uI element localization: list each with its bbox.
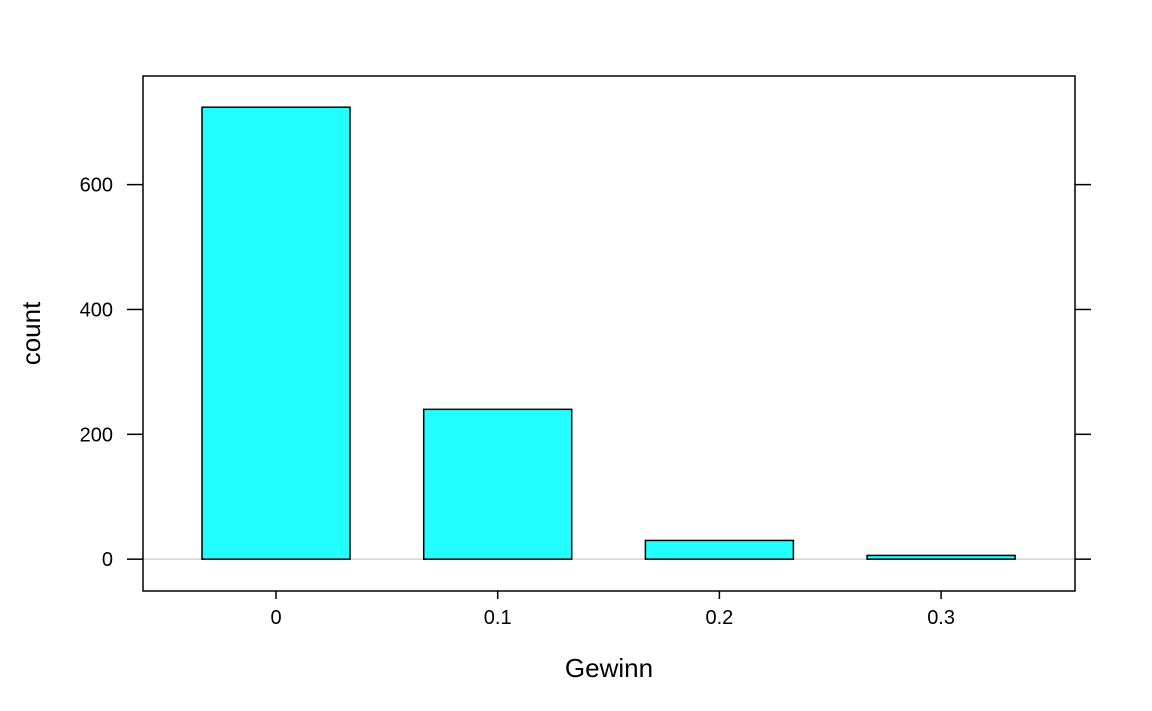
bar-0.2 xyxy=(644,539,795,560)
bar-0 xyxy=(201,106,351,560)
x-tick-label: 0.2 xyxy=(705,607,733,629)
plot-frame xyxy=(142,75,1076,592)
x-tick-label: 0 xyxy=(270,607,281,629)
y-tick-label: 400 xyxy=(80,299,113,321)
y-axis: 0 200 400 600 xyxy=(80,175,1091,571)
x-axis-title: Gewinn xyxy=(565,653,653,683)
x-tick-label: 0.3 xyxy=(927,607,955,629)
bars-group xyxy=(201,106,1016,560)
y-tick-label: 600 xyxy=(80,175,113,197)
y-tick-label: 0 xyxy=(102,549,113,571)
y-tick-label: 200 xyxy=(80,424,113,446)
bar-0.3 xyxy=(866,554,1016,560)
y-axis-title: count xyxy=(16,301,46,365)
bar-0.1 xyxy=(422,408,573,560)
x-axis: 0 0.1 0.2 0.3 xyxy=(270,591,955,629)
x-tick-label: 0.1 xyxy=(484,607,512,629)
